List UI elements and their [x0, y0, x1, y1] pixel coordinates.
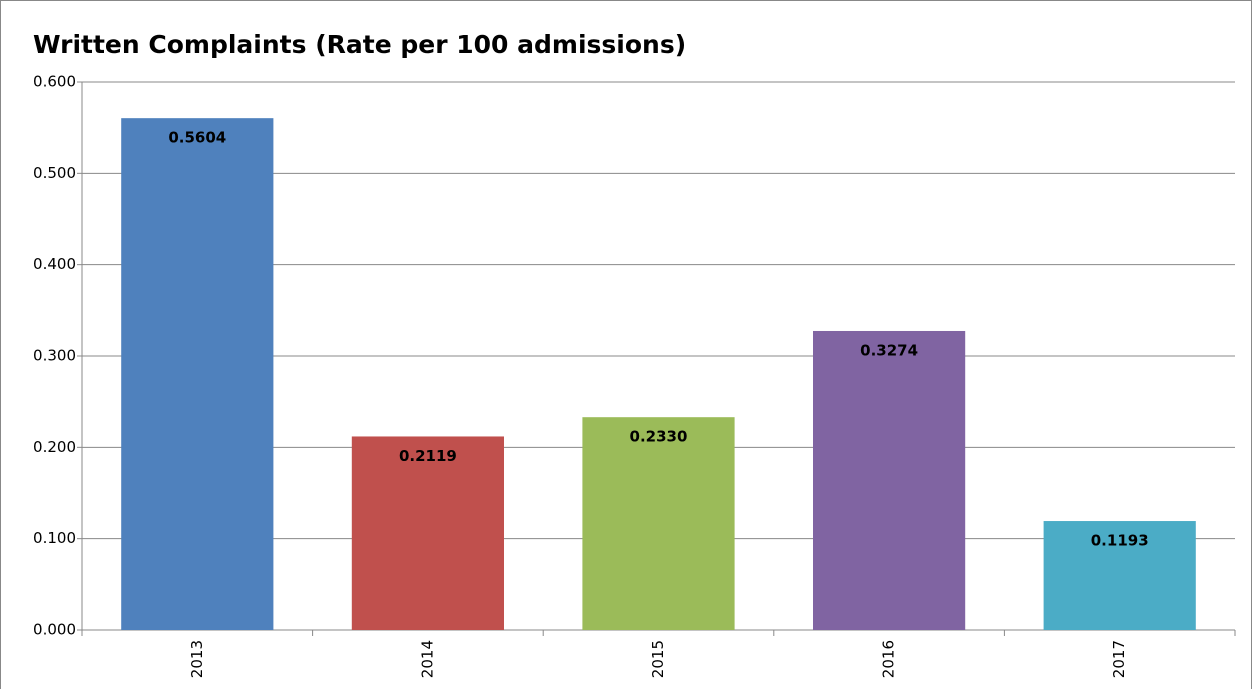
data-label: 0.2119 [399, 447, 457, 465]
x-tick-label: 2016 [880, 640, 898, 678]
bar [351, 436, 504, 630]
data-label: 0.1193 [1091, 532, 1149, 550]
x-tick-label: 2014 [418, 640, 436, 678]
data-label: 0.5604 [168, 129, 226, 147]
bar [121, 118, 274, 630]
y-tick-label: 0.100 [33, 529, 76, 547]
bar [582, 417, 735, 630]
y-tick-label: 0.600 [33, 73, 76, 91]
chart-title: Written Complaints (Rate per 100 admissi… [33, 30, 686, 59]
y-tick-label: 0.400 [33, 255, 76, 273]
bar [813, 330, 966, 630]
y-tick-label: 0.200 [33, 438, 76, 456]
y-tick-label: 0.000 [33, 621, 76, 639]
x-tick-label: 2013 [188, 640, 206, 678]
x-tick-label: 2015 [649, 640, 667, 678]
y-tick-label: 0.300 [33, 347, 76, 365]
y-tick-label: 0.500 [33, 164, 76, 182]
data-label: 0.2330 [630, 428, 688, 446]
bar [1043, 521, 1196, 630]
x-tick-label: 2017 [1110, 640, 1128, 678]
data-label: 0.3274 [860, 341, 918, 359]
